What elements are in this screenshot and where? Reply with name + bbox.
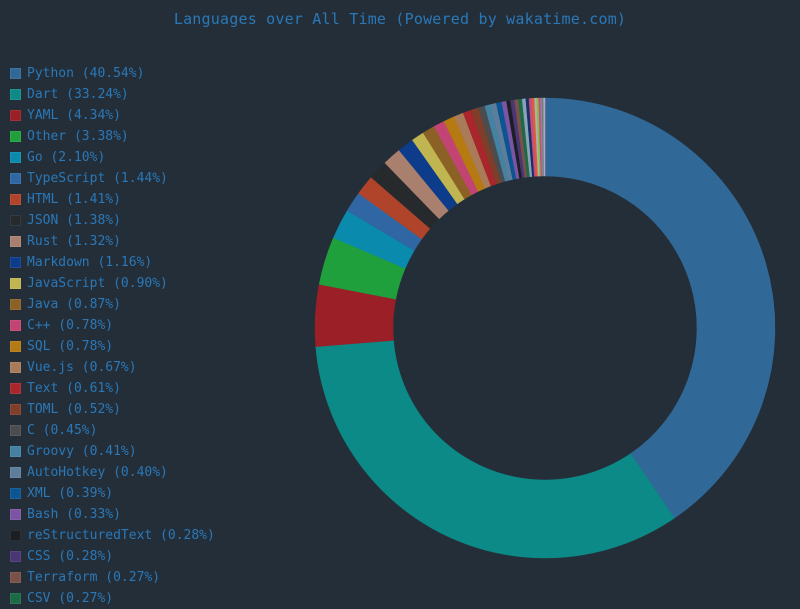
legend-item: Bash (0.33%) [10, 504, 215, 525]
legend-swatch [10, 509, 21, 520]
legend: Python (40.54%) Dart (33.24%) YAML (4.34%)… [10, 63, 215, 609]
legend-item: Text (0.61%) [10, 378, 215, 399]
legend-label: C++ (0.78%) [27, 318, 114, 333]
legend-item: Java (0.87%) [10, 294, 215, 315]
legend-swatch [10, 362, 21, 373]
legend-label: XML (0.39%) [27, 486, 114, 501]
legend-item: AutoHotkey (0.40%) [10, 462, 215, 483]
legend-swatch [10, 551, 21, 562]
legend-label: Groovy (0.41%) [27, 444, 137, 459]
legend-label: C (0.45%) [27, 423, 98, 438]
legend-swatch [10, 110, 21, 121]
chart-title: Languages over All Time (Powered by waka… [173, 10, 627, 28]
legend-item: Groovy (0.41%) [10, 441, 215, 462]
legend-item: C++ (0.78%) [10, 315, 215, 336]
legend-swatch [10, 215, 21, 226]
legend-label: reStructuredText (0.28%) [27, 528, 215, 543]
legend-label: Go (2.10%) [27, 150, 106, 165]
legend-item: XML (0.39%) [10, 483, 215, 504]
legend-swatch [10, 236, 21, 247]
legend-label: Terraform (0.27%) [27, 570, 161, 585]
legend-item: reStructuredText (0.28%) [10, 525, 215, 546]
legend-item: Markdown (1.16%) [10, 252, 215, 273]
legend-item: JavaScript (0.90%) [10, 273, 215, 294]
legend-label: Dart (33.24%) [27, 87, 129, 102]
legend-swatch [10, 194, 21, 205]
legend-item: TypeScript (1.44%) [10, 168, 215, 189]
legend-swatch [10, 572, 21, 583]
legend-swatch [10, 152, 21, 163]
legend-swatch [10, 257, 21, 268]
legend-item: C (0.45%) [10, 420, 215, 441]
legend-label: CSS (0.28%) [27, 549, 114, 564]
legend-item: Python (40.54%) [10, 63, 215, 84]
legend-swatch [10, 131, 21, 142]
legend-item: SQL (0.78%) [10, 336, 215, 357]
legend-item: JSON (1.38%) [10, 210, 215, 231]
legend-swatch [10, 173, 21, 184]
legend-swatch [10, 530, 21, 541]
legend-swatch [10, 383, 21, 394]
legend-swatch [10, 341, 21, 352]
legend-label: Rust (1.32%) [27, 234, 121, 249]
legend-label: AutoHotkey (0.40%) [27, 465, 168, 480]
donut-slice-dart [315, 340, 675, 559]
legend-label: Other (3.38%) [27, 129, 129, 144]
legend-swatch [10, 446, 21, 457]
legend-swatch [10, 425, 21, 436]
legend-item: Rust (1.32%) [10, 231, 215, 252]
legend-label: Python (40.54%) [27, 66, 145, 81]
legend-item: Vue.js (0.67%) [10, 357, 215, 378]
legend-swatch [10, 404, 21, 415]
legend-label: Text (0.61%) [27, 381, 121, 396]
legend-label: Java (0.87%) [27, 297, 121, 312]
legend-item: Other (3.38%) [10, 126, 215, 147]
legend-label: JavaScript (0.90%) [27, 276, 168, 291]
legend-swatch [10, 278, 21, 289]
donut-slice-python [544, 97, 776, 519]
legend-label: HTML (1.41%) [27, 192, 121, 207]
legend-label: SQL (0.78%) [27, 339, 114, 354]
legend-label: YAML (4.34%) [27, 108, 121, 123]
legend-item: TOML (0.52%) [10, 399, 215, 420]
legend-swatch [10, 68, 21, 79]
legend-label: Bash (0.33%) [27, 507, 121, 522]
legend-item: CSS (0.28%) [10, 546, 215, 567]
legend-item: YAML (4.34%) [10, 105, 215, 126]
legend-label: Markdown (1.16%) [27, 255, 153, 270]
legend-label: TOML (0.52%) [27, 402, 121, 417]
legend-swatch [10, 320, 21, 331]
legend-item: Terraform (0.27%) [10, 567, 215, 588]
legend-swatch [10, 89, 21, 100]
legend-swatch [10, 467, 21, 478]
donut-slice [543, 97, 546, 177]
legend-item: Go (2.10%) [10, 147, 215, 168]
legend-item: HTML (1.41%) [10, 189, 215, 210]
legend-label: TypeScript (1.44%) [27, 171, 168, 186]
legend-swatch [10, 488, 21, 499]
legend-item: Dart (33.24%) [10, 84, 215, 105]
legend-label: Vue.js (0.67%) [27, 360, 137, 375]
legend-swatch [10, 299, 21, 310]
legend-label: JSON (1.38%) [27, 213, 121, 228]
